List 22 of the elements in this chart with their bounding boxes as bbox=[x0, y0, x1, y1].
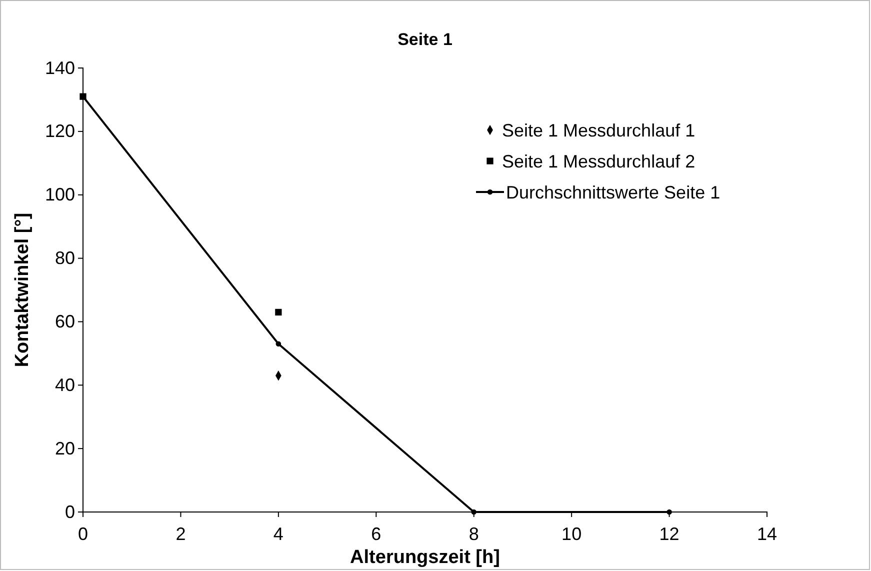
x-axis-title: Alterungszeit [h] bbox=[350, 547, 500, 568]
x-tick-label: 14 bbox=[756, 524, 778, 544]
x-tick-label: 10 bbox=[562, 524, 582, 544]
y-tick-label: 40 bbox=[54, 374, 75, 395]
y-tick-label: 0 bbox=[64, 502, 75, 522]
y-tick-label: 20 bbox=[54, 438, 75, 458]
x-tick-label: 6 bbox=[371, 524, 382, 544]
y-tick-label: 60 bbox=[54, 311, 75, 332]
chart-title: Seite 1 bbox=[398, 30, 452, 49]
x-tick-label: 4 bbox=[273, 524, 284, 544]
y-tick-label: 140 bbox=[44, 58, 75, 78]
x-tick-label: 2 bbox=[176, 524, 186, 544]
x-tick-label: 12 bbox=[659, 524, 680, 544]
y-tick-label: 100 bbox=[44, 184, 75, 205]
legend-label: Seite 1 Messdurchlauf 2 bbox=[502, 151, 696, 172]
y-tick-label: 80 bbox=[54, 248, 75, 268]
x-tick-label: 8 bbox=[468, 524, 479, 544]
legend-label: Seite 1 Messdurchlauf 1 bbox=[502, 120, 696, 140]
legend-label: Durchschnittswerte Seite 1 bbox=[506, 182, 720, 202]
y-tick-label: 120 bbox=[44, 121, 75, 142]
x-tick-label: 0 bbox=[78, 524, 88, 544]
y-axis-title: Kontaktwinkel [°] bbox=[12, 212, 33, 368]
